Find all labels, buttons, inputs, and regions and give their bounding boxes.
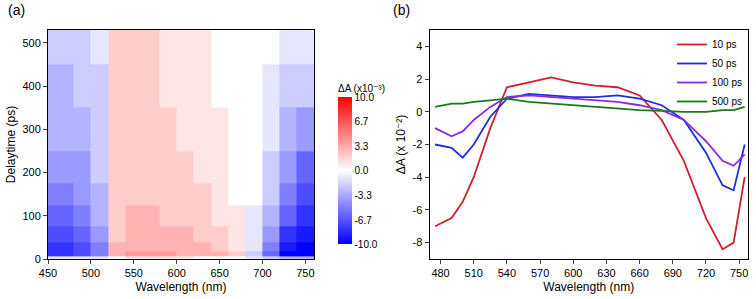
svg-text:10 ps: 10 ps <box>712 39 736 50</box>
svg-text:650: 650 <box>210 267 228 279</box>
svg-text:750: 750 <box>296 267 314 279</box>
svg-text:-4: -4 <box>413 171 423 183</box>
svg-text:700: 700 <box>253 267 271 279</box>
svg-text:-6: -6 <box>413 204 423 216</box>
svg-text:510: 510 <box>465 267 483 279</box>
svg-text:Wavelength (nm): Wavelength (nm) <box>543 280 634 294</box>
svg-text:6.7: 6.7 <box>355 116 369 127</box>
svg-text:-3.3: -3.3 <box>355 190 373 201</box>
svg-text:690: 690 <box>664 267 682 279</box>
svg-text:450: 450 <box>39 267 57 279</box>
svg-text:660: 660 <box>630 267 648 279</box>
svg-text:3.3: 3.3 <box>355 141 369 152</box>
svg-text:10.0: 10.0 <box>355 92 375 103</box>
svg-text:-6.7: -6.7 <box>355 215 373 226</box>
svg-text:600: 600 <box>168 267 186 279</box>
svg-text:480: 480 <box>431 267 449 279</box>
svg-text:100: 100 <box>22 210 40 222</box>
svg-text:Delaytime (ps): Delaytime (ps) <box>4 106 18 183</box>
svg-text:200: 200 <box>22 166 40 178</box>
svg-text:-10.0: -10.0 <box>355 239 378 250</box>
svg-text:500: 500 <box>82 267 100 279</box>
svg-text:630: 630 <box>597 267 615 279</box>
svg-text:0: 0 <box>416 106 422 118</box>
svg-text:400: 400 <box>22 80 40 92</box>
svg-text:(a): (a) <box>8 2 25 18</box>
svg-text:4: 4 <box>416 40 422 52</box>
svg-text:Wavelength (nm): Wavelength (nm) <box>136 280 227 294</box>
svg-text:500 ps: 500 ps <box>712 96 742 107</box>
svg-text:2: 2 <box>416 73 422 85</box>
svg-text:ΔA (x10⁻³): ΔA (x10⁻³) <box>338 83 385 94</box>
svg-text:-8: -8 <box>413 236 423 248</box>
svg-text:600: 600 <box>564 267 582 279</box>
svg-text:540: 540 <box>498 267 516 279</box>
svg-text:0: 0 <box>35 253 41 265</box>
svg-text:(b): (b) <box>393 2 410 18</box>
svg-text:300: 300 <box>22 123 40 135</box>
svg-text:100 ps: 100 ps <box>712 77 742 88</box>
svg-text:570: 570 <box>531 267 549 279</box>
svg-text:-2: -2 <box>413 138 423 150</box>
svg-text:720: 720 <box>697 267 715 279</box>
svg-text:50 ps: 50 ps <box>712 58 736 69</box>
svg-text:500: 500 <box>22 37 40 49</box>
svg-text:ΔA (x 10⁻²): ΔA (x 10⁻²) <box>394 115 408 175</box>
svg-text:750: 750 <box>730 267 748 279</box>
svg-text:0.0: 0.0 <box>355 165 369 176</box>
svg-text:550: 550 <box>125 267 143 279</box>
